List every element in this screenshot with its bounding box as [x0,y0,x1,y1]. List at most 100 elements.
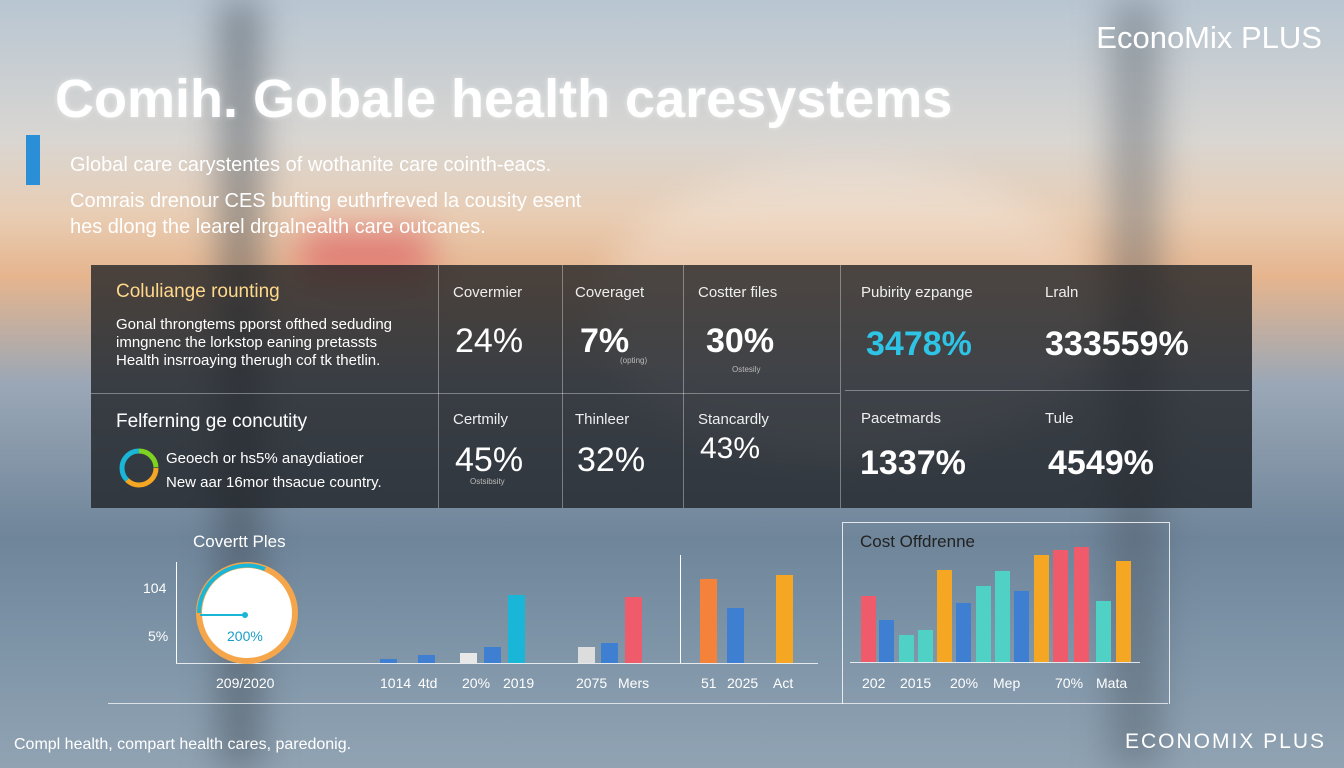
ring-arc [119,448,159,488]
divider [562,265,563,508]
ring-arc [119,448,159,488]
bar [380,659,397,663]
axis-line [680,555,681,663]
bar [1034,555,1049,662]
x-label: Mers [618,675,650,691]
bar [1116,561,1131,662]
divider [845,390,1249,391]
cell-label: Tule [1045,410,1074,427]
cell-label: Covermier [453,284,523,301]
cell-label: Certmily [453,411,508,428]
cell-label: Costter files [698,284,778,301]
bar [899,635,914,662]
axis-line [108,703,1168,704]
x-label: 51 [701,675,717,691]
x-label: 20% [462,675,491,691]
bar [484,647,501,663]
x-label: 202 [862,675,886,691]
axis-line [176,562,177,663]
bar [700,579,717,663]
text-line: New aar 16mor thsacue country. [166,474,382,491]
gauge-hub [242,612,248,618]
cell-value: 32% [577,441,646,479]
cell-label: Thinleer [575,411,630,428]
y-label: 104 [143,580,167,596]
subtitle: Comrais drenour CES bufting euthrfreved … [70,190,582,212]
bar [727,608,744,663]
cell-note: Ostsibsity [470,477,505,486]
cell-value: 30% [706,322,775,360]
bar [508,595,525,663]
cell-value: 333559% [1045,325,1189,363]
footer-text: Compl health, compart health cares, pare… [14,736,352,753]
cell-note: Ostesily [732,365,761,374]
x-label: 4td [418,675,438,691]
footer-brand: ECONOMIX PLUS [1124,730,1326,753]
chart-title: Covertt Ples [193,532,286,551]
text-line: Gonal throngtems pporst ofthed seduding [116,316,393,333]
bar [861,596,876,662]
gauge [196,562,298,664]
x-label: 209/2020 [216,675,275,691]
bar [918,630,933,662]
bar [418,655,435,663]
bar [1014,591,1029,662]
divider [91,393,840,394]
bar [956,603,971,662]
cell-value: 43% [700,432,761,465]
gauge-value: 200% [227,628,263,644]
x-label: 20% [950,675,979,691]
cell-value: 3478% [866,325,972,363]
bar [1053,550,1068,662]
row-heading: Felferning ge concutity [116,411,308,432]
ring-icon [119,448,159,488]
chart-title: Cost Offdrenne [860,532,975,551]
divider [840,265,841,508]
bar [1096,601,1111,662]
divider [683,265,684,508]
axis-line [176,663,818,664]
x-label: 70% [1055,675,1084,691]
row-heading: Coluliange rounting [116,281,280,302]
bar [460,653,477,663]
x-label: 2019 [503,675,535,691]
cell-label: Pubirity ezpange [861,284,973,301]
text-line: Geoech or hs5% anaydiatioer [166,450,364,467]
x-label: 2025 [727,675,759,691]
cell-label: Lraln [1045,284,1079,301]
row-text: Gonal throngtems pporst ofthed seduding i… [116,316,392,370]
cell-label: Coveraget [575,284,645,301]
y-label: 5% [148,628,169,644]
subtitle: Global care carystentes of wothanite car… [70,154,552,176]
row-text: Geoech or hs5% anaydiatioer New aar 16mor… [166,447,382,495]
brand: EconoMix PLUS [1096,20,1322,55]
bar [995,571,1010,662]
bar [578,647,595,663]
cell-value: 7% [580,322,630,360]
cell-label: Pacetmards [861,410,942,427]
x-label: 2015 [900,675,932,691]
chart-frame [842,522,1170,704]
bar [879,620,894,662]
cell-value: 4549% [1048,444,1154,482]
accent-bar [26,135,40,185]
subtitle: hes dlong the learel drgalnealth care ou… [70,216,486,238]
bar [625,597,642,663]
bar [776,575,793,663]
bar [601,643,618,663]
bar [976,586,991,662]
text-line: Health insrroaying therugh cof tk thetli… [116,352,381,369]
x-label: 1014 [380,675,412,691]
cell-value: 1337% [860,444,966,482]
cell-note: (opting) [620,356,648,365]
bar [1074,547,1089,662]
cell-value: 45% [455,441,524,479]
title: Comih. Gobale health caresystems [55,69,953,129]
divider [438,265,439,508]
x-label: Act [773,675,794,691]
text-line: imngnenc the lorkstop eaning pretassts [116,334,377,351]
cell-label: Stancardly [698,411,769,428]
axis-line [850,662,1140,663]
bar [937,570,952,662]
